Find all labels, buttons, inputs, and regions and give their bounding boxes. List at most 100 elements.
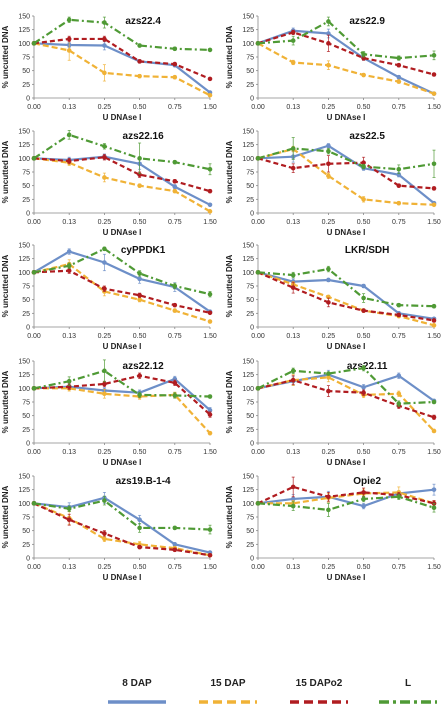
x-axis-title: U DNAse I xyxy=(103,573,142,582)
x-tick-label: 1.50 xyxy=(427,333,441,340)
y-tick-label: 0 xyxy=(26,211,30,218)
x-axis-title: U DNAse I xyxy=(327,113,366,122)
y-tick-label: 100 xyxy=(242,156,254,163)
data-point xyxy=(326,507,331,513)
data-point xyxy=(66,249,72,254)
y-tick-label: 125 xyxy=(18,142,30,149)
series-line xyxy=(257,379,435,419)
series-line xyxy=(33,496,211,554)
data-point xyxy=(431,91,437,96)
y-tick-label: 25 xyxy=(246,82,254,89)
x-tick-label: 0.13 xyxy=(62,333,76,340)
x-tick-label: 1.50 xyxy=(427,219,441,226)
y-axis-title: % uncutted DNA xyxy=(1,254,10,317)
data-point xyxy=(102,70,107,76)
x-axis-title: U DNAse I xyxy=(327,458,366,467)
y-tick-label: 75 xyxy=(22,515,30,522)
y-tick-label: 50 xyxy=(246,297,254,304)
x-tick-label: 1.50 xyxy=(427,564,441,571)
chart-panel: 0 25 50 75 100 125 150 0.00 0.13 0.25 0.50 0.75 1.50… xyxy=(1,359,217,468)
series-line xyxy=(257,31,435,76)
y-tick-label: 150 xyxy=(18,359,30,366)
x-axis-title: U DNAse I xyxy=(103,342,142,351)
data-point xyxy=(172,283,178,289)
y-tick-label: 125 xyxy=(242,372,254,379)
y-axis-title: % uncutted DNA xyxy=(225,370,234,433)
x-tick-label: 0.75 xyxy=(392,219,406,226)
x-tick-label: 0.50 xyxy=(357,564,371,571)
x-tick-label: 1.50 xyxy=(427,104,441,111)
series-15-dapo2 xyxy=(31,267,213,316)
data-point xyxy=(396,79,402,84)
series-8-dap xyxy=(255,143,437,206)
series-15-dap xyxy=(255,145,437,208)
legend-label: 15 DAP xyxy=(210,678,245,689)
y-axis-title: % uncutted DNA xyxy=(1,25,10,88)
data-point xyxy=(431,323,437,328)
y-tick-label: 125 xyxy=(18,256,30,263)
data-point xyxy=(255,41,261,46)
data-point xyxy=(66,132,72,138)
data-point xyxy=(102,536,107,542)
data-point xyxy=(66,36,72,42)
y-tick-label: 125 xyxy=(18,27,30,34)
data-point xyxy=(102,260,107,265)
y-tick-label: 25 xyxy=(22,82,30,89)
x-tick-label: 0.50 xyxy=(133,449,147,456)
data-point xyxy=(207,430,213,436)
x-tick-label: 1.50 xyxy=(203,333,217,340)
data-point xyxy=(137,73,142,79)
data-point xyxy=(172,302,178,308)
data-point xyxy=(361,308,366,313)
x-tick-label: 1.50 xyxy=(203,219,217,226)
data-point xyxy=(172,46,178,52)
y-tick-label: 25 xyxy=(246,427,254,434)
y-tick-label: 25 xyxy=(22,427,30,434)
series-l xyxy=(31,246,213,298)
legend-label: 8 DAP xyxy=(122,678,152,689)
chart-title: cyPPDK1 xyxy=(121,245,166,256)
y-axis-title: % uncutted DNA xyxy=(225,140,234,203)
data-point xyxy=(66,263,72,269)
data-point xyxy=(207,202,213,208)
x-axis-title: U DNAse I xyxy=(327,342,366,351)
y-tick-label: 100 xyxy=(242,501,254,508)
data-point xyxy=(361,72,366,78)
x-tick-label: 0.75 xyxy=(168,449,182,456)
x-tick-label: 0.75 xyxy=(168,104,182,111)
legend-label: L xyxy=(405,678,411,689)
x-tick-label: 0.25 xyxy=(98,333,112,340)
series-l xyxy=(31,130,213,176)
data-point xyxy=(31,156,37,161)
y-tick-label: 0 xyxy=(250,325,254,332)
data-point xyxy=(290,484,296,490)
data-point xyxy=(361,197,366,202)
x-tick-label: 0.00 xyxy=(251,104,265,111)
x-tick-label: 0.75 xyxy=(168,333,182,340)
data-point xyxy=(102,36,107,42)
series-l xyxy=(31,359,213,399)
x-tick-label: 0.50 xyxy=(357,449,371,456)
y-tick-label: 50 xyxy=(22,68,30,75)
y-axis-title: % uncutted DNA xyxy=(225,25,234,88)
y-tick-label: 100 xyxy=(242,386,254,393)
data-point xyxy=(361,51,366,57)
data-point xyxy=(431,399,437,405)
y-tick-label: 0 xyxy=(250,211,254,218)
chart-title: azs22.4 xyxy=(125,16,161,27)
data-point xyxy=(172,188,178,194)
chart-title: azs22.16 xyxy=(123,131,165,142)
data-point xyxy=(102,20,107,25)
data-point xyxy=(361,365,366,371)
chart-title: LKR/SDH xyxy=(345,245,389,256)
data-point xyxy=(207,92,213,98)
data-point xyxy=(207,209,213,214)
data-point xyxy=(207,407,213,413)
data-point xyxy=(255,386,261,391)
x-tick-label: 0.50 xyxy=(133,564,147,571)
data-point xyxy=(431,53,437,58)
x-tick-label: 0.50 xyxy=(133,104,147,111)
data-point xyxy=(326,494,331,500)
